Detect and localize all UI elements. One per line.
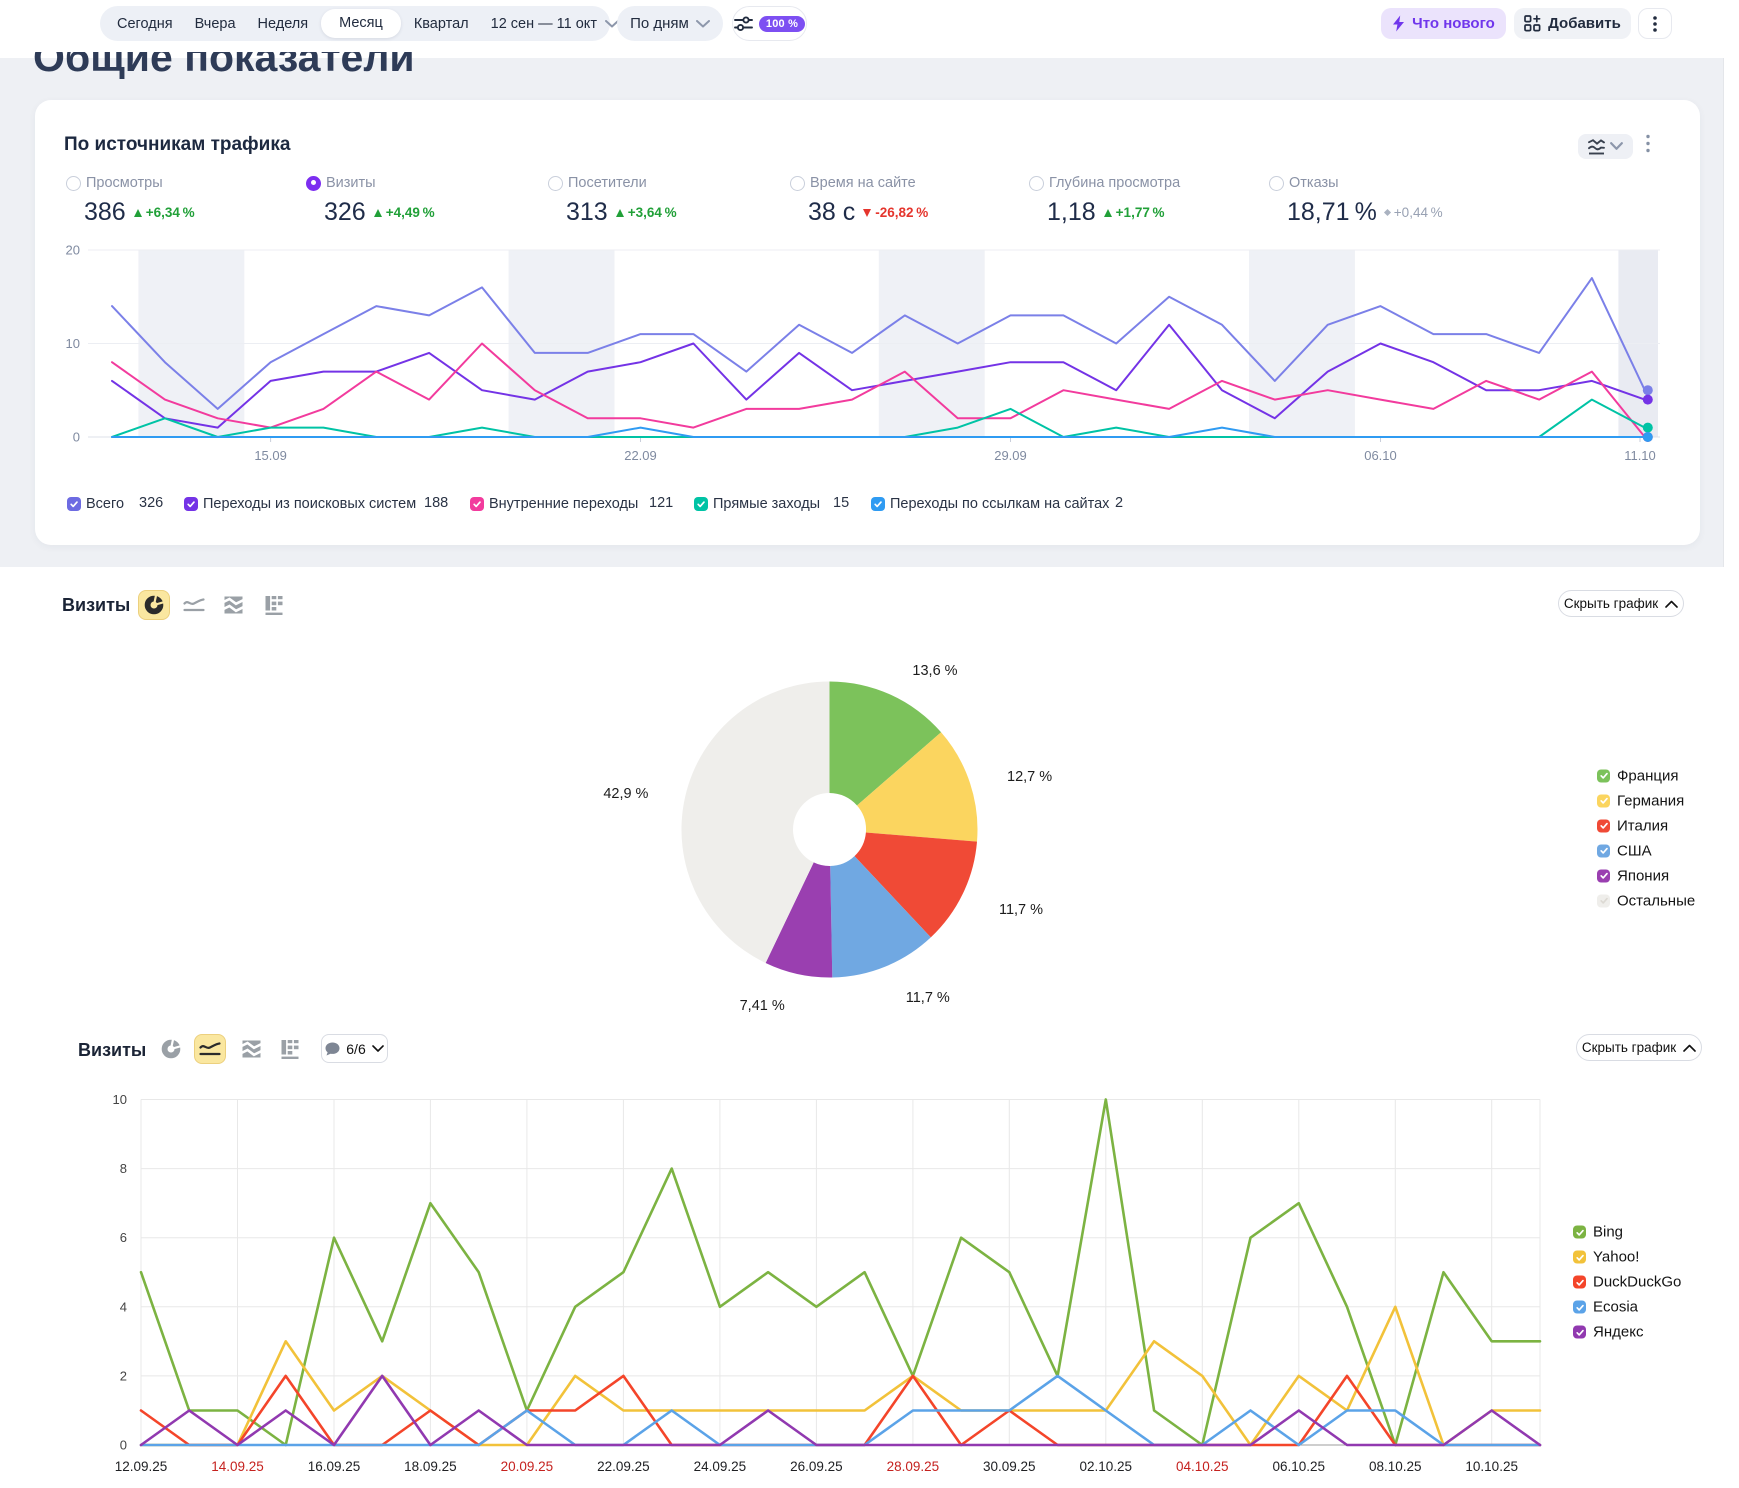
svg-text:06.10.25: 06.10.25 [1273,1459,1326,1474]
svg-text:28.09.25: 28.09.25 [887,1459,940,1474]
svg-text:8: 8 [120,1161,127,1176]
svg-text:22.09.25: 22.09.25 [597,1459,650,1474]
svg-text:11.10: 11.10 [1624,448,1656,463]
svg-text:20.09.25: 20.09.25 [501,1459,554,1474]
svg-text:16.09.25: 16.09.25 [308,1459,361,1474]
svg-text:2: 2 [120,1368,127,1383]
svg-text:02.10.25: 02.10.25 [1080,1459,1133,1474]
svg-text:6: 6 [120,1230,127,1245]
svg-text:08.10.25: 08.10.25 [1369,1459,1422,1474]
svg-text:29.09: 29.09 [994,448,1027,463]
svg-text:20: 20 [66,243,80,258]
svg-text:10.10.25: 10.10.25 [1465,1459,1518,1474]
svg-text:0: 0 [73,430,80,445]
svg-text:14.09.25: 14.09.25 [211,1459,264,1474]
svg-text:10: 10 [113,1092,127,1107]
svg-text:30.09.25: 30.09.25 [983,1459,1036,1474]
svg-text:4: 4 [120,1299,127,1314]
svg-text:22.09: 22.09 [624,448,657,463]
svg-text:06.10: 06.10 [1364,448,1397,463]
svg-text:24.09.25: 24.09.25 [694,1459,747,1474]
svg-text:15.09: 15.09 [254,448,287,463]
svg-text:12.09.25: 12.09.25 [115,1459,168,1474]
svg-text:18.09.25: 18.09.25 [404,1459,457,1474]
svg-text:10: 10 [66,336,80,351]
svg-text:04.10.25: 04.10.25 [1176,1459,1229,1474]
svg-text:26.09.25: 26.09.25 [790,1459,843,1474]
svg-text:0: 0 [120,1438,127,1453]
